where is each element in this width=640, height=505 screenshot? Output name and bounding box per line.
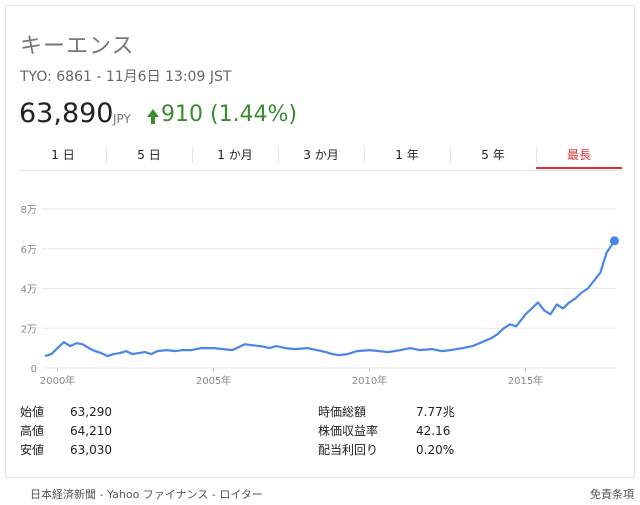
latest-point — [609, 236, 619, 246]
stats-left: 始値 63,290 高値 64,210 安値 63,030 — [20, 403, 112, 460]
stats-right: 時価総額 7.77兆 株価収益率 42.16 配当利回り 0.20% — [318, 403, 455, 460]
x-axis-ticks: 2000年 2005年 2010年 2015年 — [40, 368, 543, 387]
price-chart[interactable]: 0 2万 4万 6万 8万 2000年 2005年 2010年 2015年 — [6, 196, 634, 396]
stat-label: 高値 — [20, 424, 45, 438]
y-tick-label: 4万 — [21, 285, 37, 296]
tab-divider — [192, 147, 193, 163]
current-price: 63,890 — [19, 98, 114, 129]
y-tick-label: 0 — [31, 364, 37, 375]
tab-divider — [278, 147, 279, 163]
tab-divider — [450, 147, 451, 163]
stat-row: 時価総額 7.77兆 — [318, 403, 455, 422]
stat-value: 7.77兆 — [416, 405, 455, 419]
tab-1d[interactable]: 1 日 — [51, 148, 75, 162]
stat-value: 63,290 — [70, 405, 112, 419]
stat-label: 始値 — [20, 405, 45, 419]
tab-divider — [364, 147, 365, 163]
y-tick-label: 6万 — [21, 245, 37, 256]
stat-value: 64,210 — [70, 424, 112, 438]
x-tick-label: 2005年 — [196, 374, 231, 387]
y-tick-label: 2万 — [21, 324, 37, 335]
stat-row: 株価収益率 42.16 — [318, 422, 455, 441]
x-tick-label: 2015年 — [508, 374, 543, 387]
range-tabs: 1 日 5 日 1 か月 3 か月 1 年 5 年 最長 — [20, 141, 622, 171]
source-link[interactable]: 日本経済新聞 - Yahoo ファイナンス - ロイター — [30, 488, 263, 501]
stat-value: 63,030 — [70, 443, 112, 457]
stat-row: 始値 63,290 — [20, 403, 112, 422]
price-line — [44, 240, 616, 358]
currency: JPY — [113, 112, 131, 126]
tab-1y[interactable]: 1 年 — [395, 148, 419, 162]
ticker-info: TYO: 6861 - 11月6日 13:09 JST — [20, 69, 232, 85]
stat-row: 安値 63,030 — [20, 441, 112, 460]
x-tick-label: 2000年 — [40, 374, 75, 387]
tab-divider — [536, 147, 537, 163]
stock-card: キーエンス TYO: 6861 - 11月6日 13:09 JST 63,890… — [5, 5, 635, 478]
tab-3m[interactable]: 3 か月 — [303, 148, 339, 162]
disclaimer-link[interactable]: 免責条項 — [590, 488, 634, 501]
chart-grid — [42, 208, 616, 369]
tab-max[interactable]: 最長 — [536, 141, 622, 169]
stat-row: 配当利回り 0.20% — [318, 441, 455, 460]
tab-divider — [106, 147, 107, 163]
company-name: キーエンス — [20, 34, 135, 59]
stat-value: 42.16 — [416, 424, 451, 438]
tab-5d[interactable]: 5 日 — [137, 148, 161, 162]
x-tick-label: 2010年 — [352, 374, 387, 387]
y-axis-ticks: 0 2万 4万 6万 8万 — [21, 205, 37, 375]
price-change-value: 910 (1.44%) — [161, 102, 298, 127]
stat-value: 0.20% — [416, 443, 455, 457]
stat-label: 配当利回り — [318, 443, 379, 457]
price-change: 910 (1.44%) — [147, 102, 297, 127]
tab-5y[interactable]: 5 年 — [481, 148, 505, 162]
stat-label: 安値 — [20, 443, 45, 457]
y-tick-label: 8万 — [21, 205, 37, 216]
up-arrow-icon — [147, 109, 159, 124]
stat-label: 時価総額 — [318, 405, 367, 419]
stat-row: 高値 64,210 — [20, 422, 112, 441]
tab-1m[interactable]: 1 か月 — [217, 148, 253, 162]
stat-label: 株価収益率 — [318, 424, 379, 438]
